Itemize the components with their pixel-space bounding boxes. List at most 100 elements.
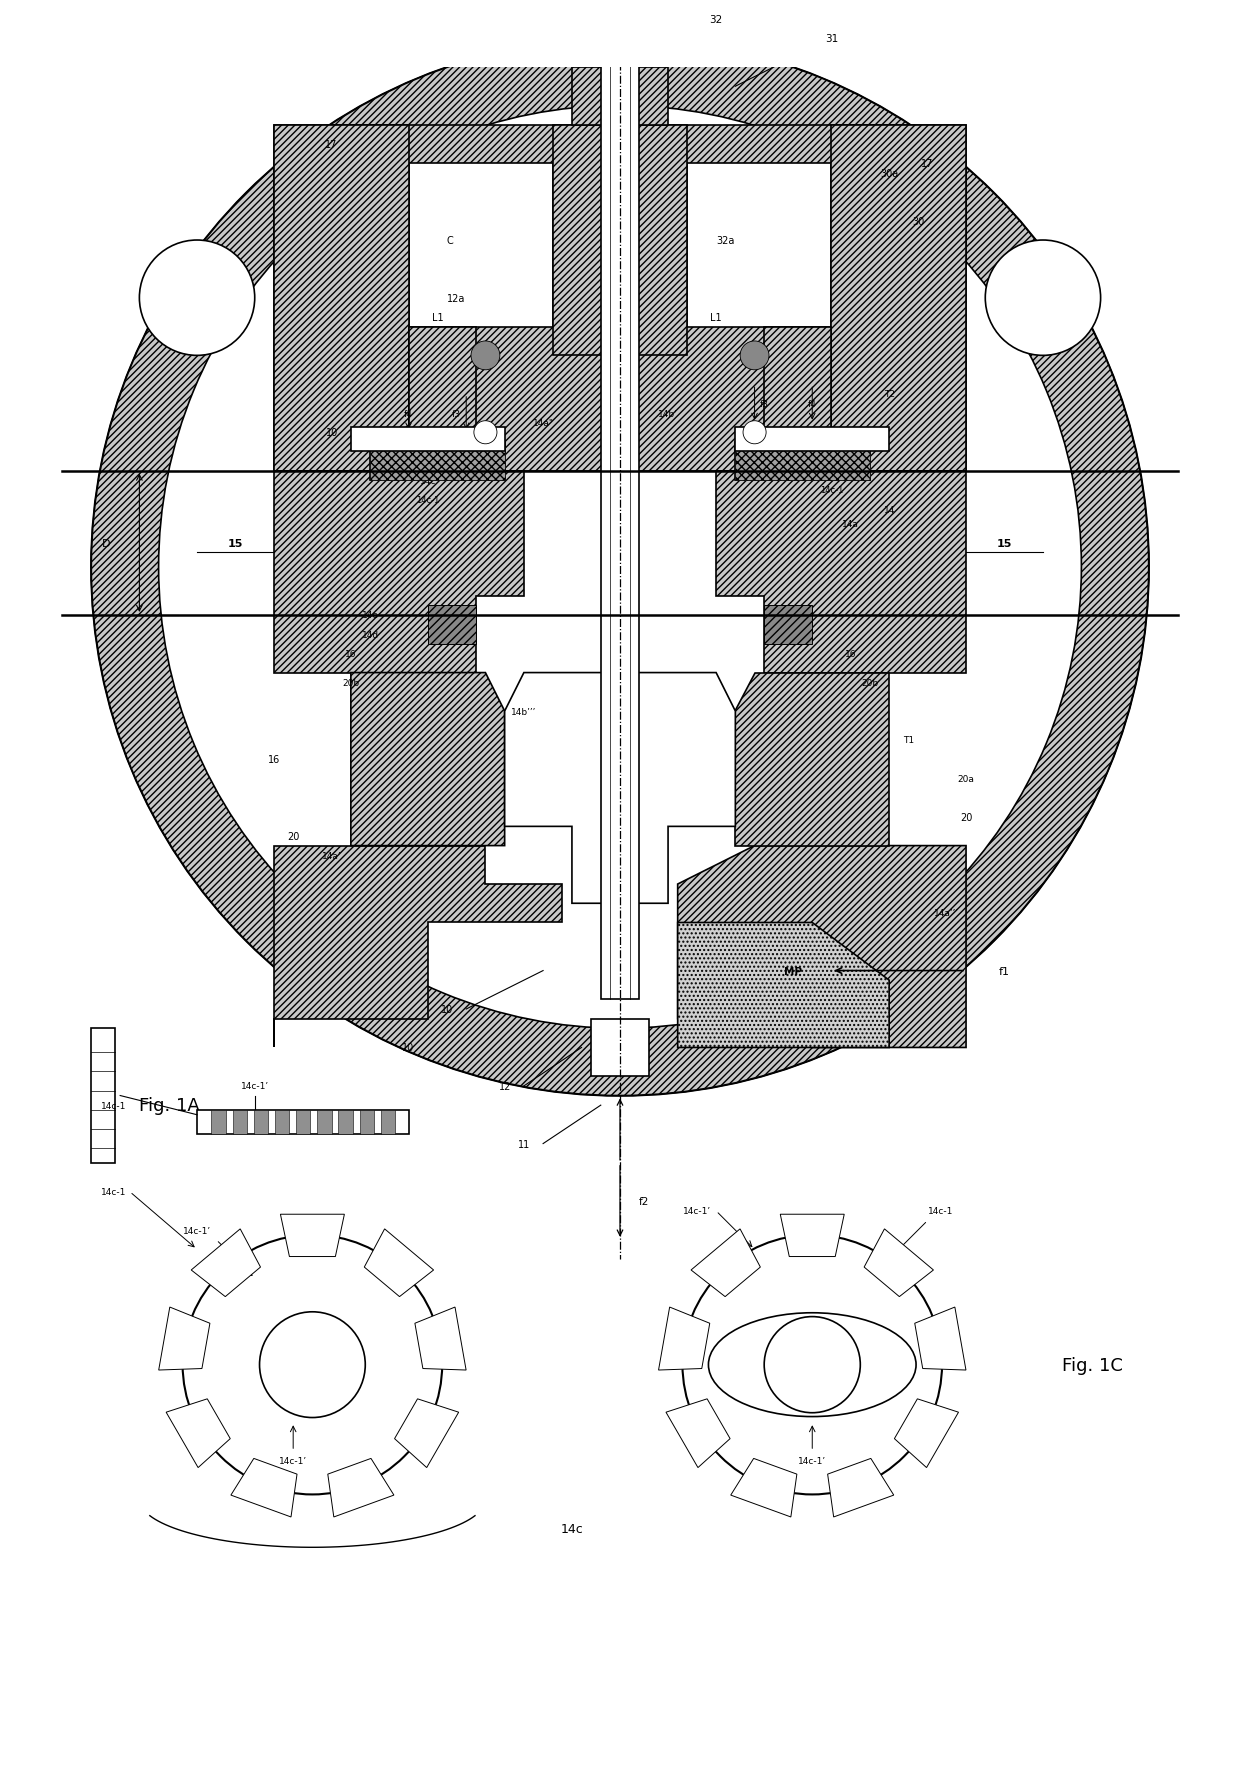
- Text: 20: 20: [286, 832, 299, 841]
- Text: 11: 11: [518, 1140, 529, 1149]
- Bar: [600, 39, 640, 1000]
- Text: 14c-1: 14c-1: [100, 1100, 126, 1109]
- Circle shape: [986, 242, 1101, 356]
- Text: f4: f4: [404, 410, 413, 419]
- Text: 32: 32: [709, 14, 723, 25]
- Circle shape: [139, 242, 254, 356]
- Text: 14c-1: 14c-1: [820, 487, 843, 496]
- Text: D: D: [102, 538, 110, 549]
- Text: f1: f1: [999, 966, 1011, 977]
- Polygon shape: [274, 846, 562, 1048]
- Polygon shape: [274, 125, 966, 472]
- Bar: [92, 1029, 115, 1163]
- Circle shape: [92, 39, 1148, 1097]
- Text: 15: 15: [228, 538, 243, 549]
- Polygon shape: [915, 1308, 966, 1370]
- Text: L1: L1: [432, 313, 443, 322]
- Bar: [351, 428, 505, 453]
- Bar: [317, 1111, 331, 1134]
- Bar: [553, 125, 687, 356]
- Text: 14e: 14e: [362, 612, 378, 621]
- Polygon shape: [274, 472, 523, 673]
- Circle shape: [259, 1311, 366, 1417]
- Bar: [339, 1111, 352, 1134]
- Text: 10: 10: [326, 428, 337, 438]
- Text: 30a: 30a: [880, 168, 898, 179]
- Polygon shape: [231, 1458, 298, 1517]
- Text: L2: L2: [423, 458, 433, 467]
- Bar: [428, 606, 476, 644]
- Text: 14b: 14b: [823, 467, 839, 476]
- Text: 14b’’’: 14b’’’: [511, 707, 537, 716]
- Circle shape: [182, 1234, 443, 1494]
- Text: 10: 10: [441, 1004, 453, 1014]
- Text: 32a: 32a: [717, 236, 735, 245]
- Text: 14a’’’: 14a’’’: [934, 909, 960, 918]
- Text: 12: 12: [498, 1081, 511, 1091]
- Text: MP: MP: [784, 966, 802, 977]
- Bar: [408, 327, 476, 472]
- Polygon shape: [691, 1229, 760, 1297]
- Polygon shape: [365, 1229, 434, 1297]
- Polygon shape: [166, 1399, 231, 1467]
- Text: 30: 30: [911, 216, 924, 227]
- Bar: [275, 1111, 289, 1134]
- Polygon shape: [394, 1399, 459, 1467]
- Text: 14c: 14c: [560, 1522, 583, 1535]
- Bar: [197, 1111, 408, 1134]
- Polygon shape: [780, 1215, 844, 1258]
- Text: C: C: [446, 236, 454, 245]
- Bar: [764, 327, 832, 472]
- Text: f2: f2: [640, 1197, 650, 1206]
- Bar: [296, 1111, 310, 1134]
- Bar: [764, 606, 812, 644]
- Polygon shape: [735, 673, 889, 846]
- Text: 31: 31: [825, 34, 838, 45]
- Text: 14c-1: 14c-1: [417, 496, 439, 504]
- Ellipse shape: [708, 1313, 916, 1417]
- Text: 14c-1: 14c-1: [928, 1208, 954, 1217]
- Text: f3: f3: [453, 410, 461, 419]
- Text: 14a: 14a: [842, 521, 859, 530]
- Text: 14: 14: [883, 504, 895, 515]
- Text: 20: 20: [960, 812, 972, 823]
- Polygon shape: [658, 1308, 709, 1370]
- Polygon shape: [717, 472, 966, 673]
- Text: f3: f3: [760, 399, 769, 408]
- Text: 18: 18: [1037, 293, 1049, 304]
- Text: 14c-1: 14c-1: [100, 1188, 126, 1197]
- Text: 14d: 14d: [362, 630, 378, 639]
- Bar: [572, 68, 668, 125]
- Text: 20a: 20a: [957, 775, 975, 784]
- Bar: [832, 125, 966, 472]
- Text: f4: f4: [807, 399, 817, 408]
- Text: 14c-1’: 14c-1’: [683, 1208, 711, 1217]
- Text: L2: L2: [826, 447, 837, 456]
- Text: 17: 17: [921, 159, 934, 168]
- Wedge shape: [92, 39, 1148, 1097]
- Text: Fig. 1C: Fig. 1C: [1063, 1356, 1123, 1374]
- Text: 17: 17: [325, 140, 337, 150]
- Circle shape: [682, 1234, 942, 1494]
- Bar: [370, 442, 505, 481]
- Text: 14c-1’: 14c-1’: [184, 1225, 211, 1234]
- Text: 15: 15: [997, 538, 1012, 549]
- Text: 10: 10: [403, 1043, 414, 1054]
- Polygon shape: [666, 1399, 730, 1467]
- Circle shape: [474, 422, 497, 444]
- Circle shape: [740, 342, 769, 370]
- Text: 14a’: 14a’: [322, 852, 341, 861]
- Text: 16: 16: [345, 649, 357, 658]
- Polygon shape: [327, 1458, 394, 1517]
- Bar: [735, 428, 889, 453]
- Polygon shape: [678, 923, 889, 1048]
- Bar: [274, 125, 408, 472]
- Text: 18: 18: [191, 293, 203, 304]
- Bar: [408, 165, 553, 327]
- Text: 16: 16: [268, 755, 280, 764]
- Polygon shape: [159, 1308, 210, 1370]
- Polygon shape: [827, 1458, 894, 1517]
- Text: 14c-1’: 14c-1’: [279, 1456, 308, 1465]
- Bar: [254, 1111, 268, 1134]
- Polygon shape: [730, 1458, 797, 1517]
